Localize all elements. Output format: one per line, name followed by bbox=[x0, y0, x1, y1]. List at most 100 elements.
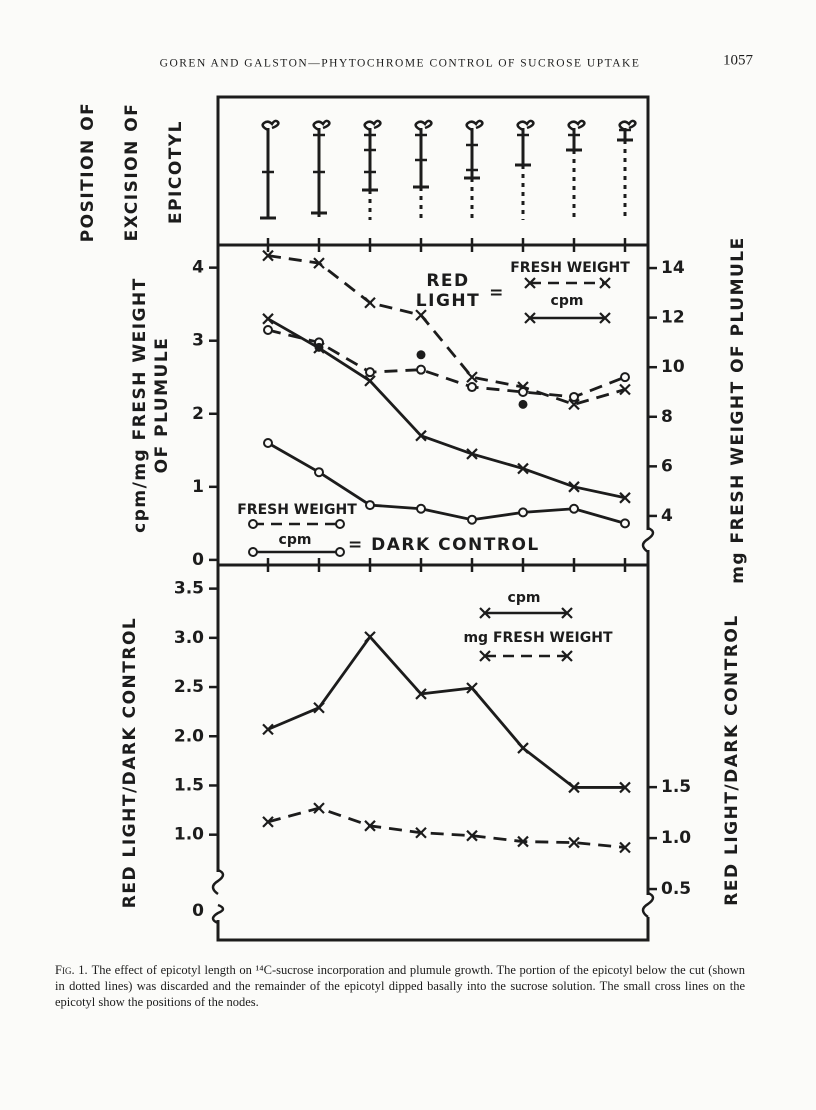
tick-label: 3 bbox=[192, 331, 204, 351]
marker-o bbox=[467, 382, 477, 393]
marker-x bbox=[479, 650, 491, 662]
tick-label: 12 bbox=[661, 308, 685, 328]
marker-o bbox=[365, 367, 375, 378]
y-axis-title-text: cpm/mg FRESH WEIGHT bbox=[130, 277, 150, 533]
marker-x bbox=[619, 492, 631, 504]
marker-o bbox=[569, 391, 579, 402]
y2-axis-title-text: RED LIGHT/DARK CONTROL bbox=[722, 614, 742, 905]
legend-label: FRESH WEIGHT bbox=[237, 502, 357, 518]
figure: GOREN AND GALSTON—PHYTOCHROME CONTROL OF… bbox=[78, 52, 754, 942]
marker-o bbox=[365, 500, 375, 511]
legend-label: cpm bbox=[279, 532, 312, 548]
marker-x bbox=[364, 375, 376, 387]
marker-o bbox=[620, 518, 630, 529]
plumule bbox=[516, 119, 535, 132]
marker-o bbox=[263, 325, 273, 336]
tick-label: 6 bbox=[661, 456, 673, 476]
marker-x bbox=[313, 701, 325, 714]
legend-label: cpm bbox=[551, 293, 584, 309]
epicotyl-icon bbox=[617, 119, 637, 220]
marker-x bbox=[262, 723, 274, 736]
marker-x bbox=[364, 820, 376, 832]
epicotyl-icon bbox=[464, 119, 484, 220]
y2-axis-title: mg FRESH WEIGHT OF PLUMULE bbox=[728, 236, 748, 584]
tick-label: 10 bbox=[661, 357, 685, 377]
plumule bbox=[261, 119, 280, 132]
marker-o bbox=[569, 503, 579, 514]
legend-equals: = bbox=[489, 283, 505, 303]
caption-label: Fig. 1. bbox=[55, 963, 88, 977]
marker-x bbox=[479, 607, 491, 619]
panel-label: EXCISION OF bbox=[122, 103, 142, 242]
series-line bbox=[267, 254, 626, 406]
marker-x bbox=[517, 742, 529, 754]
legend-title: RED bbox=[426, 271, 469, 291]
marker-o bbox=[335, 547, 345, 557]
tick-label: 1 bbox=[192, 477, 204, 497]
tick-label: 2.0 bbox=[174, 726, 204, 746]
page-number: 1057 bbox=[723, 52, 754, 68]
panel-label: EPICOTYL bbox=[166, 120, 186, 224]
tick-label: 0 bbox=[192, 550, 204, 570]
caption: Fig. 1. The effect of epicotyl length on … bbox=[55, 962, 745, 1010]
marker-x bbox=[517, 462, 529, 475]
marker-dot bbox=[518, 399, 528, 409]
y-axis-title-text: OF PLUMULE bbox=[152, 337, 172, 474]
marker-x bbox=[415, 429, 427, 442]
marker-o bbox=[416, 503, 426, 514]
marker-dot bbox=[314, 342, 324, 352]
series-line bbox=[267, 441, 626, 525]
marker-x bbox=[466, 829, 478, 842]
legend-title: = DARK CONTROL bbox=[348, 535, 540, 555]
marker-x bbox=[415, 688, 427, 700]
y-axis-title: RED LIGHT/DARK CONTROL bbox=[120, 617, 140, 908]
marker-x bbox=[599, 277, 611, 289]
marker-x bbox=[313, 257, 325, 269]
marker-x bbox=[466, 448, 478, 460]
y2-axis-title: RED LIGHT/DARK CONTROL bbox=[722, 614, 742, 905]
epicotyl-icon bbox=[362, 119, 382, 220]
epicotyl-icon bbox=[311, 119, 331, 220]
axis-break bbox=[210, 526, 656, 925]
caption-text: The effect of epicotyl length on ¹⁴C-suc… bbox=[55, 963, 745, 1009]
epicotyl-icon bbox=[413, 119, 433, 220]
figure-frame bbox=[216, 95, 650, 942]
marker-x bbox=[364, 631, 376, 643]
tick-label: 8 bbox=[661, 407, 673, 427]
panel-label: POSITION OF bbox=[78, 102, 98, 243]
plumule bbox=[465, 119, 484, 132]
marker-x bbox=[568, 836, 580, 849]
y2-axis-title-text: mg FRESH WEIGHT OF PLUMULE bbox=[728, 236, 748, 584]
marker-x bbox=[568, 781, 580, 794]
marker-o bbox=[335, 519, 345, 529]
marker-dot bbox=[416, 350, 426, 360]
legend-title: LIGHT bbox=[416, 291, 480, 311]
marker-x bbox=[262, 249, 274, 262]
tick-label: 14 bbox=[661, 258, 685, 278]
marker-o bbox=[518, 386, 528, 397]
legend-label: FRESH WEIGHT bbox=[510, 260, 630, 276]
marker-o bbox=[248, 519, 258, 529]
tick-label: 4 bbox=[661, 506, 673, 526]
y-axis-title-text: RED LIGHT/DARK CONTROL bbox=[120, 617, 140, 908]
marker-x bbox=[561, 607, 573, 619]
marker-x bbox=[619, 383, 631, 396]
tick-label: 1.5 bbox=[174, 775, 204, 795]
marker-o bbox=[263, 437, 273, 448]
tick-label: 1.0 bbox=[174, 825, 204, 845]
marker-x bbox=[568, 398, 580, 411]
tick-label: 1.0 bbox=[661, 828, 691, 848]
epicotyl-icon bbox=[260, 119, 280, 220]
marker-x bbox=[568, 481, 580, 493]
running-title: GOREN AND GALSTON—PHYTOCHROME CONTROL OF… bbox=[160, 58, 641, 70]
tick-label: 0 bbox=[192, 901, 204, 921]
marker-x bbox=[619, 781, 631, 794]
plumule bbox=[363, 119, 382, 132]
marker-o bbox=[416, 364, 426, 375]
marker-x bbox=[619, 841, 631, 854]
marker-x bbox=[415, 826, 427, 839]
marker-o bbox=[620, 372, 630, 383]
tick-label: 4 bbox=[192, 258, 204, 278]
plumule bbox=[312, 119, 331, 132]
